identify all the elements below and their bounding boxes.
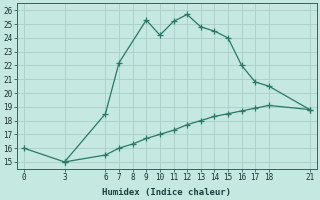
- X-axis label: Humidex (Indice chaleur): Humidex (Indice chaleur): [102, 188, 231, 197]
